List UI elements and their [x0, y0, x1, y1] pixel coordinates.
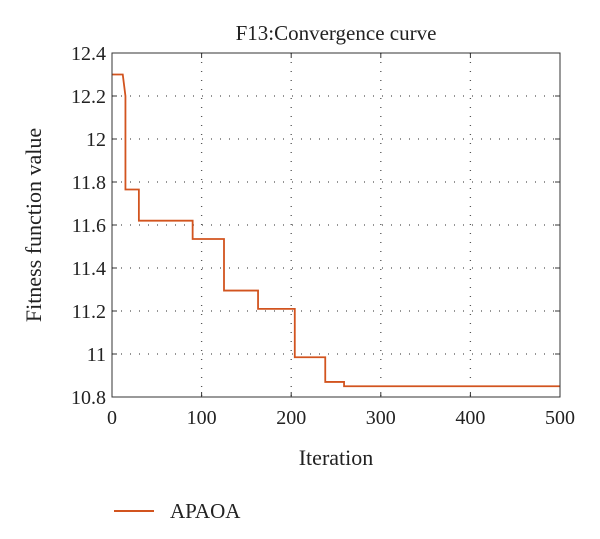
x-tick-label: 100: [187, 407, 217, 429]
y-tick-label: 12.2: [71, 86, 106, 108]
y-axis-label: Fitness function value: [21, 128, 46, 322]
x-axis-label: Iteration: [299, 445, 374, 470]
x-tick-label: 500: [545, 407, 575, 429]
grid-lines: [112, 53, 560, 397]
y-tick-label: 12.4: [71, 43, 106, 65]
y-tick-label: 10.8: [71, 387, 106, 409]
series-layer: [112, 73, 560, 388]
x-tick-label: 400: [455, 407, 485, 429]
y-tick-label: 11.4: [72, 258, 106, 280]
series-line-apaoa: [112, 73, 560, 388]
plot-frame: [111, 52, 561, 398]
legend: APAOA: [114, 499, 241, 523]
y-tick-label: 11: [87, 344, 106, 366]
x-tick-label: 300: [366, 407, 396, 429]
y-tick-label: 12: [86, 129, 106, 151]
y-tick-label: 11.6: [72, 215, 106, 237]
legend-label-apaoa: APAOA: [170, 499, 241, 523]
y-tick-label: 11.8: [72, 172, 106, 194]
x-tick-label: 0: [107, 407, 117, 429]
y-tick-label: 11.2: [72, 301, 106, 323]
y-axis-ticks: 10.8 11 11.2 11.4 11.6 11.8 12 12.2 12.4: [71, 43, 560, 409]
chart-title: F13:Convergence curve: [236, 21, 437, 45]
x-tick-label: 200: [276, 407, 306, 429]
x-axis-ticks: 0 100 200 300 400 500: [107, 53, 575, 429]
